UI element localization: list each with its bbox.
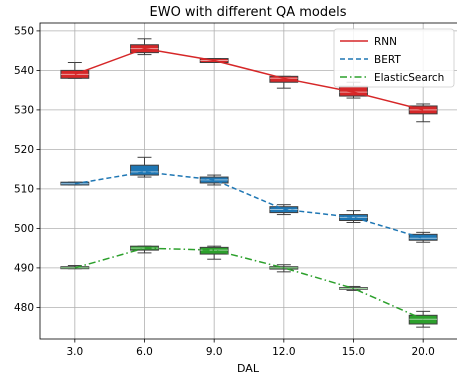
- y-tick-label: 540: [14, 65, 34, 77]
- box-body: [130, 164, 159, 176]
- series-line-rnn: [74, 47, 424, 111]
- plot-frame: [39, 22, 457, 340]
- y-tick-label: 490: [14, 263, 34, 275]
- y-tick-label: 480: [14, 302, 34, 314]
- box-plot-elasticsearch-1: [60, 265, 90, 270]
- x-tick-label: 6.0: [136, 346, 153, 358]
- legend-label-rnn: RNN: [374, 36, 397, 48]
- legend-label-bert: BERT: [374, 54, 401, 66]
- x-axis-label: DAL: [237, 362, 260, 375]
- x-tick-label: 3.0: [66, 346, 83, 358]
- x-tick-label: 9.0: [206, 346, 223, 358]
- y-tick-label: 530: [14, 105, 34, 117]
- legend-box: [333, 28, 455, 88]
- chart-title: EWO with different QA models: [150, 5, 347, 20]
- y-tick-label: 510: [14, 184, 34, 196]
- box-plot-elasticsearch-3: [199, 245, 229, 260]
- box-plot-bert-5: [339, 210, 368, 223]
- y-tick-label: 500: [14, 223, 34, 235]
- y-tick-label: 550: [14, 26, 34, 38]
- box-plot-elasticsearch-2: [130, 245, 159, 254]
- plot-area: [60, 38, 438, 328]
- box-body: [199, 246, 229, 255]
- series-line-bert: [74, 171, 424, 239]
- box-plot-bert-2: [130, 156, 159, 178]
- x-tick-label: 20.0: [411, 346, 434, 358]
- box-body: [408, 233, 438, 241]
- legend: RNN BERT ElasticSearch: [333, 28, 455, 88]
- x-tick-label: 15.0: [342, 346, 365, 358]
- box-body: [269, 75, 299, 83]
- y-tick-label: 520: [14, 144, 34, 156]
- x-tick-label: 12.0: [272, 346, 295, 358]
- box-plot-bert-6: [408, 231, 438, 243]
- axes: 480 490 500 510 520 530 540 550 3.0 6.0 9.0 12.0 15.…: [14, 22, 457, 358]
- series-line-elasticsearch: [74, 247, 424, 320]
- box-plot-rnn-4: [269, 75, 299, 89]
- legend-label-elasticsearch: ElasticSearch: [374, 72, 444, 84]
